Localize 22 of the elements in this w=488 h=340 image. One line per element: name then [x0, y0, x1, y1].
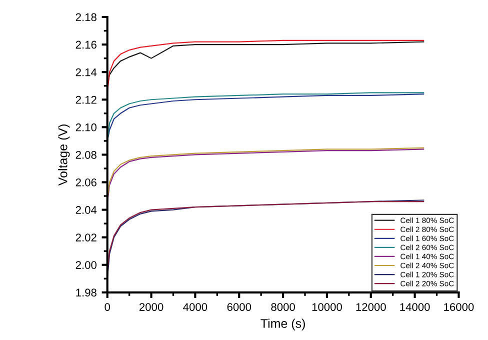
y-tick-label: 2.04	[76, 206, 97, 214]
y-tick-label: 2.10	[76, 123, 97, 132]
x-tick-label: 4000	[183, 303, 208, 311]
x-tick-label: 6000	[227, 303, 252, 311]
x-tick-label: 0	[104, 303, 110, 311]
x-tick-label: 12000	[356, 303, 386, 311]
y-axis-title: Voltage (V)	[58, 124, 70, 186]
x-tick-label: 14000	[400, 303, 430, 311]
y-tick-label: 2.08	[76, 150, 96, 159]
x-tick-label: 16000	[444, 303, 474, 311]
y-tick-label: 2.16	[76, 40, 96, 49]
y-tick-label: 2.12	[76, 96, 96, 104]
x-tick-label: 2000	[139, 303, 164, 311]
y-tick-label: 1.98	[76, 288, 96, 297]
y-tick-label: 2.18	[76, 13, 96, 22]
x-axis-title: Time (s)	[260, 318, 305, 330]
y-tick-label: 2.14	[76, 68, 97, 76]
y-tick-label: 2.02	[76, 234, 96, 242]
x-tick-label: 8000	[271, 303, 295, 311]
y-tick-label: 2.00	[76, 261, 97, 269]
y-tick-label: 2.06	[76, 178, 96, 186]
x-tick-label: 10000	[312, 303, 342, 311]
